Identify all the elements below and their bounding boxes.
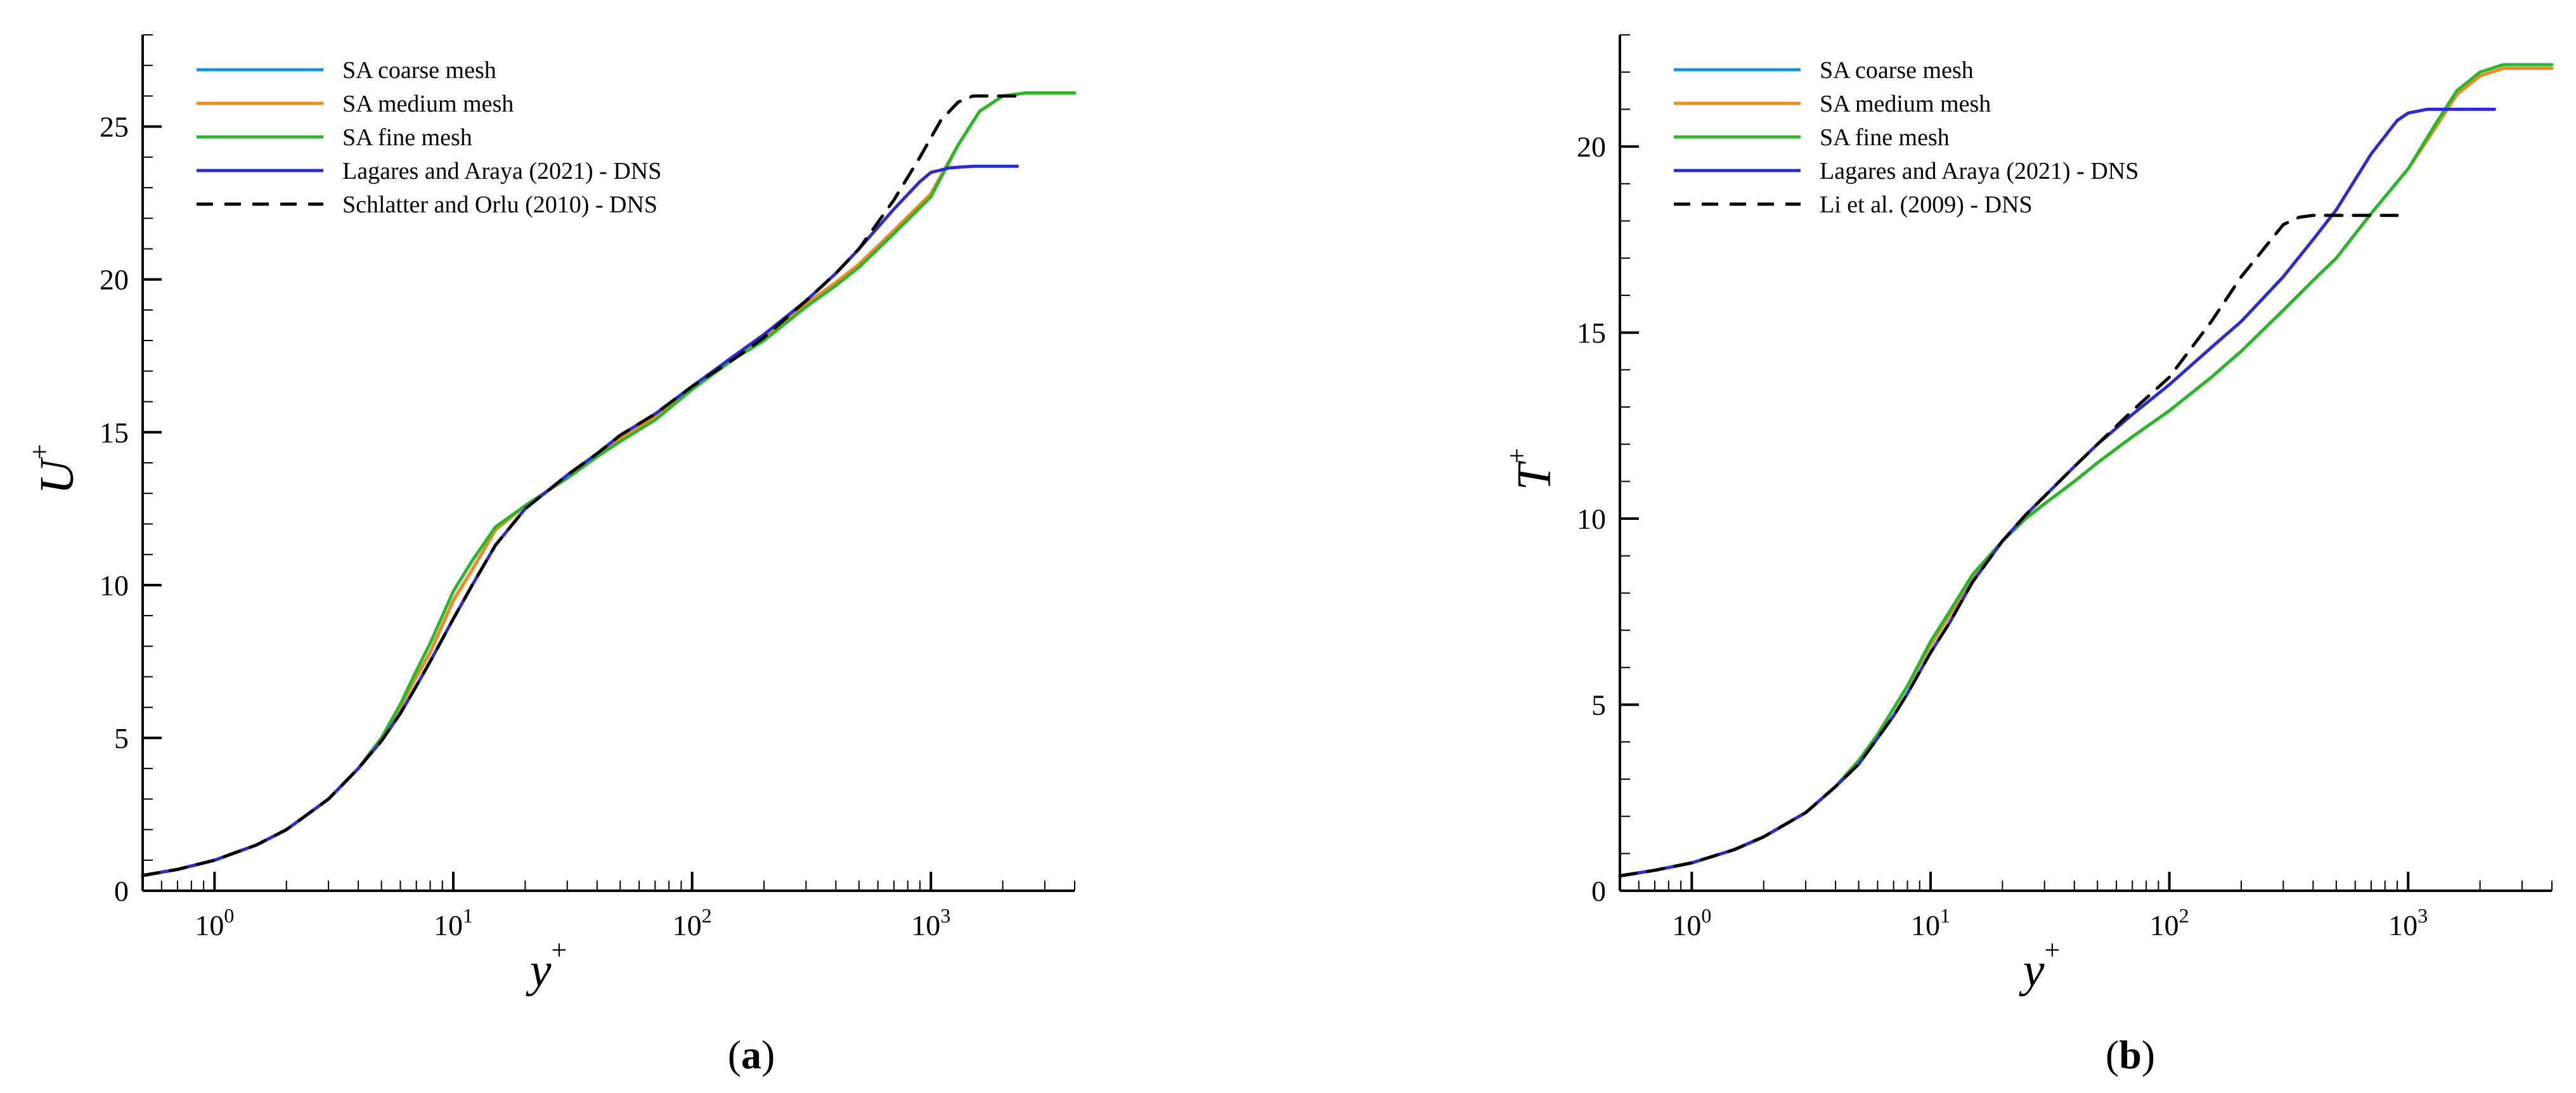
y-axis-title: U+ (24, 444, 84, 495)
y-tick-label: 20 (1577, 131, 1606, 163)
legend-entry: SA coarse mesh (1820, 57, 1974, 84)
series-line-4 (141, 164, 1019, 877)
plot-area (1618, 63, 2554, 877)
legend: SA coarse mesh SA medium mesh SA fine mesh… (1674, 57, 2139, 218)
legend-entry: SA fine mesh (342, 124, 472, 151)
series-line-3 (1618, 63, 2554, 877)
x-tick-label: 101 (1911, 904, 1950, 941)
legend-entry: Schlatter and Orlu (2010) - DNS (342, 191, 657, 218)
axis-ticks: 0 5 10 15 20 25 100 101 102 103 (100, 34, 1075, 941)
legend-entry: Lagares and Araya (2021) - DNS (342, 158, 661, 184)
x-axis-title: y+ (526, 935, 567, 997)
y-tick-label: 0 (1591, 875, 1606, 907)
legend-entry: SA fine mesh (1820, 124, 1950, 151)
legend: SA coarse mesh SA medium mesh SA fine mesh… (197, 57, 661, 218)
axis-titles: U+ y+ (a) (24, 444, 775, 1077)
series-line-5 (1618, 214, 2399, 877)
y-tick-label: 5 (114, 722, 129, 754)
y-tick-label: 15 (1577, 317, 1606, 349)
x-tick-label: 103 (911, 904, 950, 941)
y-axis-title: T+ (1501, 448, 1561, 490)
x-axis-title: y+ (2019, 935, 2061, 997)
legend-entry: SA coarse mesh (342, 57, 496, 84)
legend-entry: SA medium mesh (342, 91, 514, 117)
x-tick-label: 103 (2388, 904, 2428, 941)
legend-entry: Lagares and Araya (2021) - DNS (1820, 158, 2139, 184)
plot-area (141, 91, 1077, 877)
y-tick-label: 0 (114, 875, 129, 907)
y-tick-label: 10 (1577, 503, 1606, 535)
x-tick-label: 102 (673, 904, 712, 941)
panel-label: (b) (2106, 1032, 2155, 1077)
y-tick-label: 10 (100, 569, 129, 602)
x-tick-label: 100 (1672, 904, 1711, 941)
y-tick-label: 5 (1591, 689, 1606, 721)
series-line-5 (141, 94, 1028, 877)
panel-label: (a) (728, 1032, 775, 1077)
x-tick-label: 102 (2150, 904, 2189, 941)
legend-entry: SA medium mesh (1820, 91, 1991, 117)
axis-titles: T+ y+ (b) (1501, 448, 2155, 1077)
x-tick-label: 101 (434, 904, 473, 941)
y-tick-label: 20 (100, 264, 129, 296)
x-tick-label: 100 (195, 904, 234, 941)
legend-entry: Li et al. (2009) - DNS (1820, 191, 2033, 218)
axis-ticks: 0 5 10 15 20 100 101 102 103 (1577, 34, 2553, 941)
y-tick-label: 25 (100, 111, 129, 143)
chart-panel-b: 0 5 10 15 20 100 101 102 103 SA coarse mesh SA me… (1501, 34, 2554, 1077)
y-tick-label: 15 (100, 417, 129, 449)
